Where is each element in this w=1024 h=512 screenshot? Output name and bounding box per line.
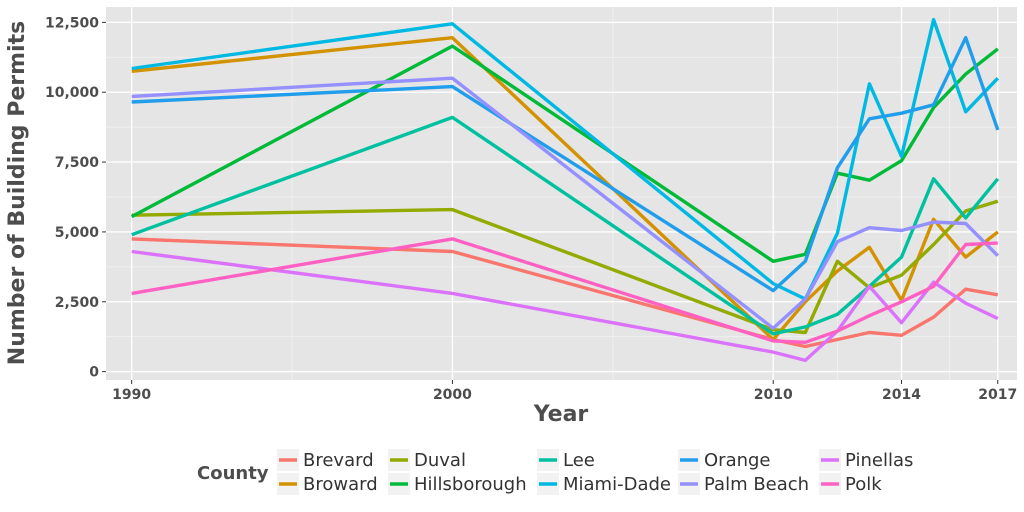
y-axis: 0 2,500 5,000 7,500 10,000 12,500 <box>45 15 106 381</box>
legend-title: County <box>197 463 269 484</box>
series-line-lee <box>131 115 1000 336</box>
legend-label-orange: Orange <box>704 450 771 471</box>
series-line-orange <box>131 36 1000 293</box>
legend-label-polk: Polk <box>845 474 882 495</box>
y-tick-label: 2,500 <box>55 295 100 311</box>
series-line-miami-dade <box>131 17 1000 301</box>
legend-label-broward: Broward <box>303 474 378 495</box>
series-lines <box>130 17 1000 363</box>
x-tick-label: 2017 <box>978 387 1017 403</box>
y-tick-label: 7,500 <box>55 155 100 171</box>
series-line-duval <box>131 199 999 335</box>
legend: County Brevard Broward Duval Hillsborough Le… <box>197 449 913 495</box>
legend-label-duval: Duval <box>414 450 466 471</box>
legend-label-lee: Lee <box>563 450 595 471</box>
y-tick-label: 10,000 <box>45 85 99 101</box>
y-tick-label: 0 <box>89 365 99 381</box>
y-tick-label: 5,000 <box>55 225 100 241</box>
legend-label-hillsborough: Hillsborough <box>414 474 527 495</box>
series-line-brevard <box>131 237 999 349</box>
legend-label-palm-beach: Palm Beach <box>704 474 809 495</box>
series-line-palm-beach <box>131 76 1000 330</box>
legend-label-pinellas: Pinellas <box>845 450 913 471</box>
y-axis-title: Number of Building Permits <box>5 21 30 365</box>
legend-label-miami-dade: Miami-Dade <box>563 474 671 495</box>
x-tick-label: 1990 <box>112 387 151 403</box>
series-line-pinellas <box>131 249 999 363</box>
legend-label-brevard: Brevard <box>303 450 374 471</box>
x-tick-label: 2014 <box>882 387 921 403</box>
x-tick-label: 2000 <box>433 387 472 403</box>
y-tick-label: 12,500 <box>45 15 99 31</box>
x-axis: 1990 2000 2010 2014 2017 <box>112 380 1017 403</box>
series-line-polk <box>131 237 998 344</box>
x-axis-title: Year <box>533 402 589 427</box>
x-tick-label: 2010 <box>754 387 793 403</box>
